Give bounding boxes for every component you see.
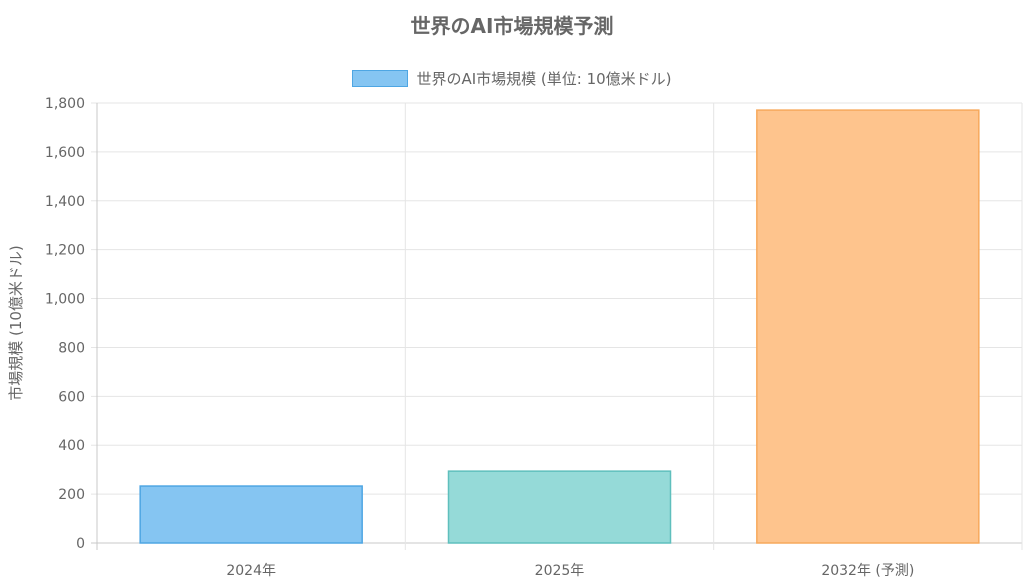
y-tick-label: 400 [58,438,85,454]
legend-swatch[interactable] [352,70,409,87]
y-tick-label: 1,200 [45,243,85,259]
y-tick-label: 1,400 [45,194,85,210]
y-tick-label: 0 [76,536,85,552]
chart-title: 世界のAI市場規模予測 [410,14,614,38]
y-axis-title: 市場規模 (10億米ドル) [7,245,25,401]
y-tick-label: 1,800 [45,96,85,112]
bar-1[interactable] [447,470,672,544]
legend[interactable]: 世界のAI市場規模 (単位: 10億米ドル) [0,68,1024,89]
y-tick-label: 600 [58,389,85,405]
y-tick-label: 1,600 [45,145,85,161]
x-tick-label: 2024年 [226,563,276,579]
legend-label[interactable]: 世界のAI市場規模 (単位: 10億米ドル) [416,70,672,88]
y-tick-label: 1,000 [45,292,85,308]
y-tick-label: 800 [58,340,85,356]
y-tick-label: 200 [58,487,85,503]
x-tick-label: 2025年 [535,563,585,579]
x-tick-label: 2032年 (予測) [821,563,914,579]
bar-2[interactable] [756,109,980,544]
bar-0[interactable] [139,485,363,544]
